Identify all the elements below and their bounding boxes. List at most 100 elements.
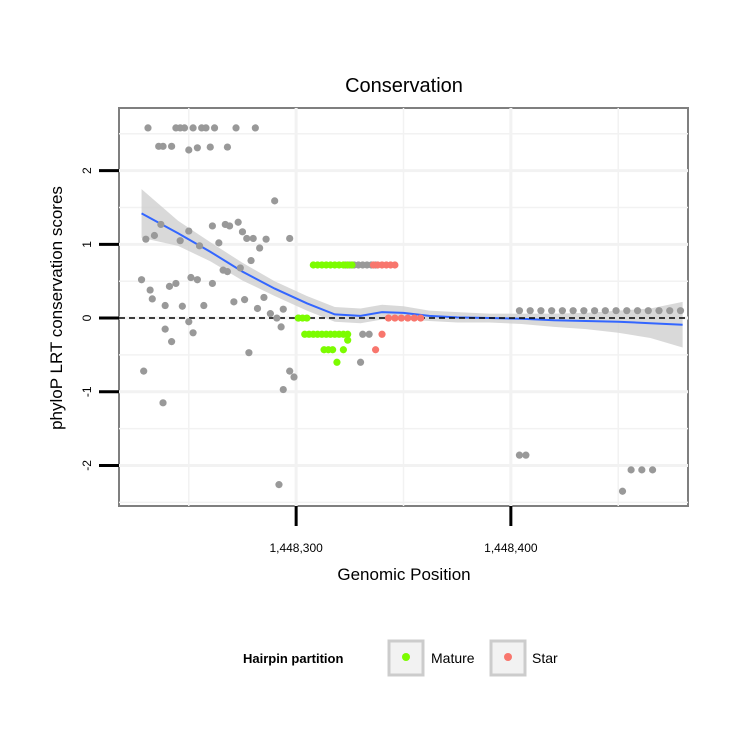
point-other [623, 307, 631, 315]
point-other [236, 264, 244, 272]
point-other [238, 228, 247, 236]
point-other [271, 197, 279, 205]
point-other [180, 124, 189, 132]
point-other [159, 142, 167, 150]
x-tick-label: 1,448,300 [269, 541, 323, 555]
legend: Hairpin partition Mature Star [243, 639, 558, 677]
point-other [206, 143, 214, 151]
point-other [223, 268, 232, 276]
point-other [256, 244, 264, 252]
point-other [137, 276, 146, 284]
point-other [260, 293, 268, 302]
point-other [189, 124, 197, 132]
point-mature [303, 314, 311, 322]
point-other [633, 307, 642, 315]
point-other [638, 466, 646, 474]
point-other [150, 231, 159, 240]
point-other [612, 307, 620, 315]
point-other [558, 307, 566, 315]
point-other [522, 451, 530, 459]
point-other [142, 235, 150, 243]
point-mature [339, 346, 347, 354]
point-other [245, 349, 253, 357]
point-other [178, 302, 186, 310]
y-axis: -2 -1 0 1 2 [80, 167, 119, 471]
point-other [172, 279, 180, 288]
point-other [241, 296, 249, 304]
point-mature [344, 336, 352, 344]
point-other [279, 305, 287, 313]
point-other [249, 234, 257, 243]
point-other [266, 310, 274, 318]
legend-label-mature: Mature [431, 650, 475, 666]
point-other [161, 325, 169, 333]
point-mature [329, 346, 337, 354]
x-axis-title: Genomic Position [337, 565, 470, 584]
point-other [223, 143, 232, 151]
point-star [378, 330, 386, 338]
point-other [676, 307, 685, 315]
point-other [161, 301, 169, 310]
point-star [384, 314, 393, 322]
point-other [193, 276, 201, 284]
point-other [210, 124, 219, 132]
point-mature [344, 330, 352, 338]
point-other [279, 385, 287, 394]
point-other [146, 286, 154, 294]
point-other [247, 256, 255, 265]
point-other [601, 307, 609, 315]
point-other [208, 222, 217, 230]
point-other [215, 239, 223, 247]
point-other [277, 323, 285, 331]
point-other [243, 234, 251, 243]
legend-title: Hairpin partition [243, 651, 343, 666]
point-other [537, 307, 545, 315]
point-other [359, 330, 367, 338]
point-other [200, 301, 208, 310]
point-other [168, 338, 176, 346]
y-tick-label: 1 [80, 241, 94, 248]
point-other [193, 144, 201, 152]
legend-dot-star [504, 653, 512, 661]
point-star [404, 314, 412, 322]
point-other [286, 234, 294, 243]
point-other [273, 314, 281, 322]
point-other [515, 307, 524, 315]
y-tick-label: -1 [80, 386, 94, 397]
point-other [365, 330, 373, 338]
point-other [148, 295, 156, 303]
point-other [275, 481, 283, 489]
point-other [202, 124, 210, 132]
point-other [648, 466, 657, 474]
point-other [232, 124, 240, 132]
point-other [526, 307, 534, 315]
point-other [253, 304, 262, 313]
points-layer [137, 124, 685, 495]
point-other [168, 142, 176, 150]
x-tick-label: 1,448,400 [484, 541, 538, 555]
legend-label-star: Star [532, 650, 558, 666]
point-other [286, 367, 294, 375]
point-other [157, 220, 165, 229]
point-other [230, 298, 238, 306]
point-other [165, 282, 174, 290]
smooth-line [141, 212, 683, 326]
point-other [515, 451, 524, 459]
legend-dot-mature [402, 653, 410, 661]
point-star [371, 346, 380, 354]
point-star [391, 314, 399, 322]
point-other [189, 329, 197, 337]
point-other [195, 242, 204, 250]
point-other [234, 218, 242, 226]
smooth-line-layer [141, 212, 683, 326]
point-star [391, 261, 399, 269]
point-other [225, 222, 234, 230]
point-star [410, 314, 418, 322]
point-other [208, 279, 217, 288]
point-other [580, 307, 588, 315]
point-other [627, 466, 635, 474]
point-other [251, 124, 259, 132]
chart-title: Conservation [345, 75, 463, 97]
point-other [590, 307, 599, 315]
